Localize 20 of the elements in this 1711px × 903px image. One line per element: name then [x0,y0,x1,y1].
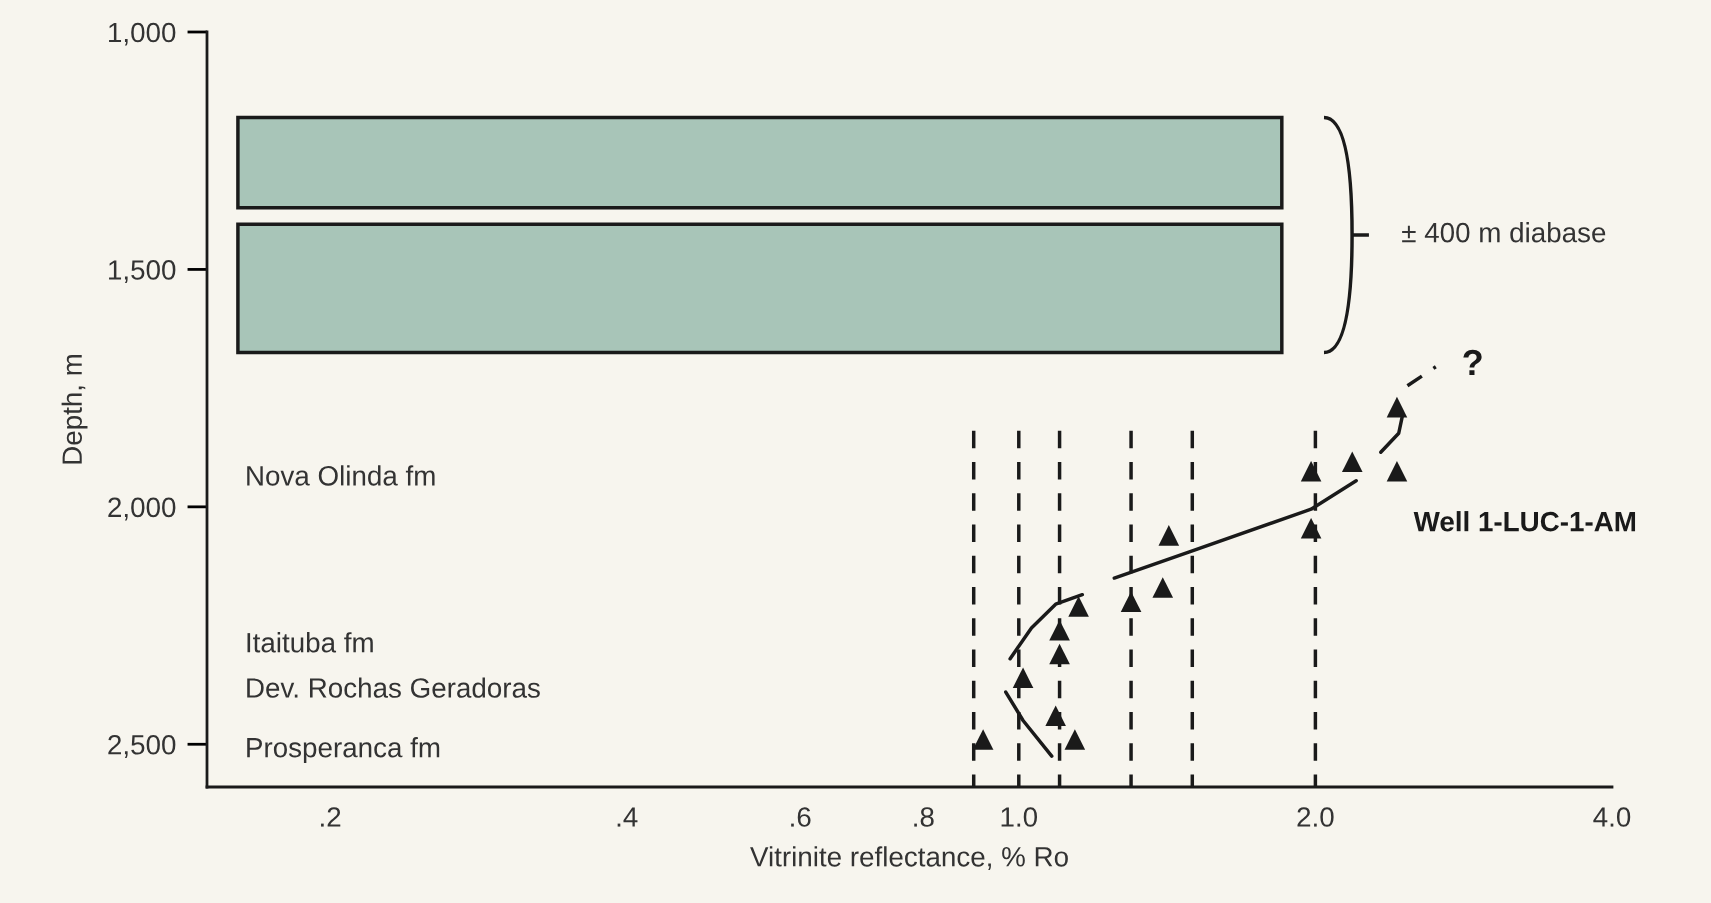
annotation: Itaituba fm [247,632,373,653]
y-tick-label: 1,000 [109,22,176,46]
y-axis-title: Depth, m [61,354,88,464]
y-tick-label: 1,500 [109,260,176,284]
x-tick-label: 2.0 [1297,807,1334,827]
annotation: Nova Olinda fm [247,465,435,486]
y-tick-label: 2,500 [108,734,176,758]
x-tick-label: .8 [914,807,934,827]
x-axis-title: Vitrinite reflectance, % Ro [750,846,1068,870]
series-label: Well 1-LUC-1-AM [1413,511,1636,532]
x-tick-label: .4 [617,807,638,827]
annotation: ± 400 m diabase [1402,222,1606,243]
y-tick-label: 2,000 [108,497,176,521]
x-tick-label: .2 [321,807,341,827]
x-tick-label: 1.0 [1001,807,1038,827]
annotation: Prosperanca fm [247,737,440,763]
annotation: ? [1463,349,1482,376]
x-tick-label: 4.0 [1593,807,1631,827]
annotation: Dev. Rochas Geradoras [247,677,540,698]
x-tick-label: .6 [791,807,811,827]
